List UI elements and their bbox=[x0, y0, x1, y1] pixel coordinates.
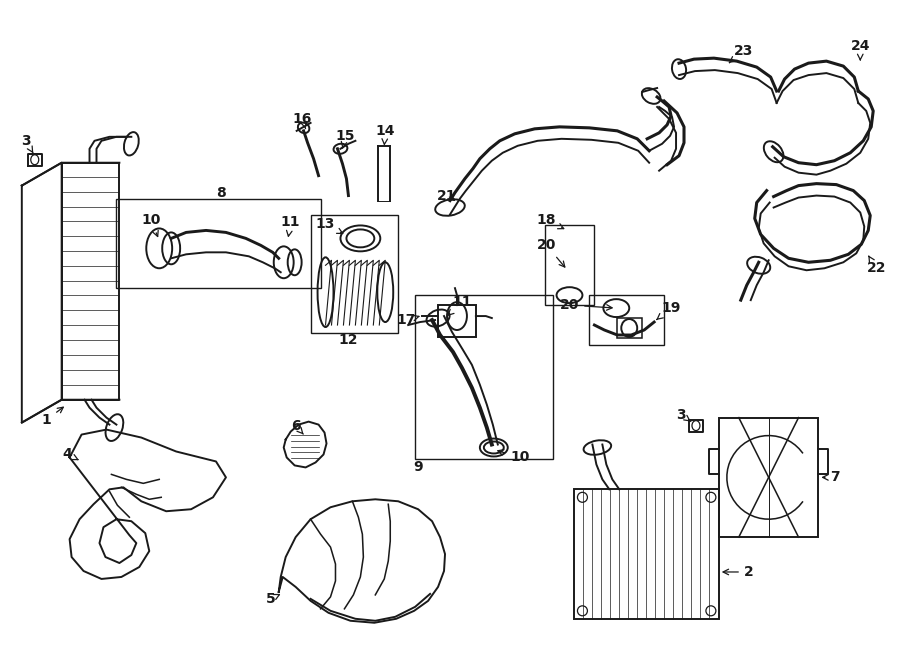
Text: 21: 21 bbox=[437, 188, 457, 202]
Bar bbox=[310, 215, 398, 333]
Text: 20: 20 bbox=[537, 239, 565, 267]
Bar bbox=[544, 225, 594, 305]
Bar bbox=[590, 295, 664, 345]
Text: 13: 13 bbox=[316, 217, 343, 233]
Text: 18: 18 bbox=[536, 214, 563, 229]
Text: 24: 24 bbox=[850, 39, 870, 59]
Text: 3: 3 bbox=[21, 134, 33, 153]
Text: 10: 10 bbox=[141, 214, 161, 237]
Text: 4: 4 bbox=[63, 447, 78, 461]
Bar bbox=[574, 489, 719, 619]
Bar bbox=[719, 418, 818, 537]
Text: 9: 9 bbox=[413, 461, 423, 475]
Text: 8: 8 bbox=[216, 186, 226, 200]
Text: 12: 12 bbox=[338, 333, 358, 347]
Text: 11: 11 bbox=[281, 215, 301, 236]
Text: 14: 14 bbox=[375, 124, 395, 144]
Text: 15: 15 bbox=[336, 129, 356, 148]
Text: 23: 23 bbox=[729, 44, 753, 63]
Text: 2: 2 bbox=[723, 565, 753, 579]
Bar bbox=[415, 295, 553, 459]
Bar bbox=[438, 305, 476, 337]
Text: 17: 17 bbox=[397, 313, 419, 327]
Text: 11: 11 bbox=[448, 295, 472, 315]
Text: 5: 5 bbox=[266, 592, 280, 606]
Text: 6: 6 bbox=[291, 418, 303, 434]
Text: 7: 7 bbox=[823, 471, 841, 485]
Bar bbox=[617, 318, 643, 338]
Bar bbox=[116, 198, 320, 288]
Text: 19: 19 bbox=[657, 301, 680, 320]
Text: 3: 3 bbox=[676, 408, 691, 422]
Text: 10: 10 bbox=[498, 449, 529, 465]
Text: 16: 16 bbox=[292, 112, 312, 129]
Text: 20: 20 bbox=[560, 298, 612, 312]
Text: 22: 22 bbox=[867, 256, 886, 275]
Text: 1: 1 bbox=[41, 407, 63, 426]
